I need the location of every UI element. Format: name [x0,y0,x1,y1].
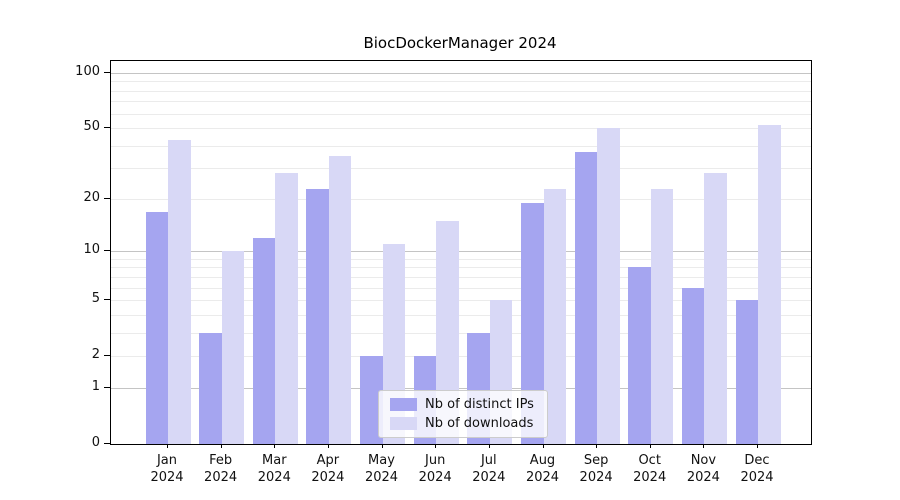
bar-oct-downloads [650,188,674,444]
bar-jan-downloads [168,139,191,444]
x-tick-label-jan: Jan 2024 [150,453,184,485]
minor-gridline-80 [111,90,811,92]
y-tick-mark-5 [104,299,110,300]
bar-apr-distinct-ips [306,188,329,444]
bar-apr-downloads [328,155,352,444]
x-tick-label-may: May 2024 [364,453,399,485]
x-tick-mark-jun [435,444,437,448]
legend-swatch-distinct-ips [390,398,417,411]
y-tick-label-10: 10 [83,242,100,258]
y-tick-label-100: 100 [75,64,100,79]
minor-gridline-30 [111,167,811,169]
x-tick-label-sep: Sep 2024 [579,453,613,485]
x-tick-mark-feb [220,444,222,448]
bar-mar-distinct-ips [252,237,276,444]
y-tick-label-0: 0 [91,435,100,450]
x-tick-label-jul: Jul 2024 [472,453,506,485]
legend-label-distinct-ips: Nb of distinct IPs [425,397,534,412]
major-gridline-100 [111,73,811,74]
x-tick-label-oct: Oct 2024 [633,453,667,485]
plot-area [110,60,812,445]
minor-gridline-60 [111,113,811,115]
minor-gridline-8 [111,267,811,269]
x-tick-mark-sep [596,444,598,448]
y-tick-mark-2 [104,354,110,356]
bar-oct-distinct-ips [628,267,651,444]
x-tick-mark-jul [488,444,490,448]
y-tick-mark-0 [104,443,110,444]
x-tick-label-dec: Dec 2024 [740,453,774,485]
bar-dec-downloads [758,124,781,444]
bar-nov-distinct-ips [681,287,705,444]
major-gridline-10 [111,251,811,253]
x-tick-mark-may [381,444,383,448]
bar-may-distinct-ips [360,355,383,444]
minor-gridline-50 [111,127,811,129]
minor-gridline-2 [111,355,811,357]
bar-nov-downloads [704,173,727,444]
x-tick-mark-oct [649,444,651,448]
y-tick-mark-20 [104,198,110,200]
legend-item-distinct-ips: Nb of distinct IPs [390,397,539,412]
bar-jun-downloads [436,221,459,444]
minor-gridline-3 [111,332,811,334]
y-tick-mark-1 [104,387,110,389]
x-tick-mark-mar [274,444,276,448]
bar-aug-downloads [543,188,566,444]
x-tick-mark-jan [167,444,168,448]
y-tick-mark-10 [104,250,110,252]
minor-gridline-70 [111,101,811,103]
x-tick-label-mar: Mar 2024 [257,453,291,485]
minor-gridline-5 [111,300,811,301]
bar-jan-distinct-ips [145,211,168,444]
major-gridline-1 [111,388,811,390]
minor-gridline-9 [111,258,811,260]
x-tick-label-aug: Aug 2024 [525,453,560,485]
bar-sep-distinct-ips [574,151,598,444]
legend-item-downloads: Nb of downloads [390,416,539,431]
y-tick-mark-50 [104,126,110,128]
minor-gridline-20 [111,199,811,201]
x-tick-label-feb: Feb 2024 [204,453,238,485]
bar-dec-distinct-ips [735,300,758,444]
x-tick-mark-aug [542,444,544,448]
x-tick-mark-dec [757,444,758,448]
minor-gridline-40 [111,145,811,147]
x-tick-label-jun: Jun 2024 [418,453,452,485]
bar-feb-distinct-ips [199,332,222,444]
x-tick-mark-apr [327,444,329,448]
legend-label-downloads: Nb of downloads [425,416,534,431]
x-tick-mark-nov [703,444,705,448]
y-tick-label-5: 5 [91,291,100,306]
bar-sep-downloads [597,127,620,444]
minor-gridline-7 [111,276,811,278]
bar-mar-downloads [275,173,298,444]
legend: Nb of distinct IPs Nb of downloads [378,390,548,438]
bar-feb-downloads [221,251,245,444]
minor-gridline-90 [111,81,811,83]
y-tick-label-2: 2 [91,346,100,362]
x-tick-label-nov: Nov 2024 [686,453,720,485]
minor-gridline-4 [111,314,811,316]
y-tick-label-20: 20 [83,190,100,206]
bar-aug-distinct-ips [521,203,544,444]
y-tick-mark-100 [104,72,110,73]
y-tick-label-1: 1 [91,379,100,395]
x-tick-label-apr: Apr 2024 [311,453,345,485]
minor-gridline-6 [111,287,811,289]
y-tick-label-50: 50 [83,118,100,134]
chart-title: BiocDockerManager 2024 [363,34,557,52]
legend-swatch-downloads [390,417,417,430]
